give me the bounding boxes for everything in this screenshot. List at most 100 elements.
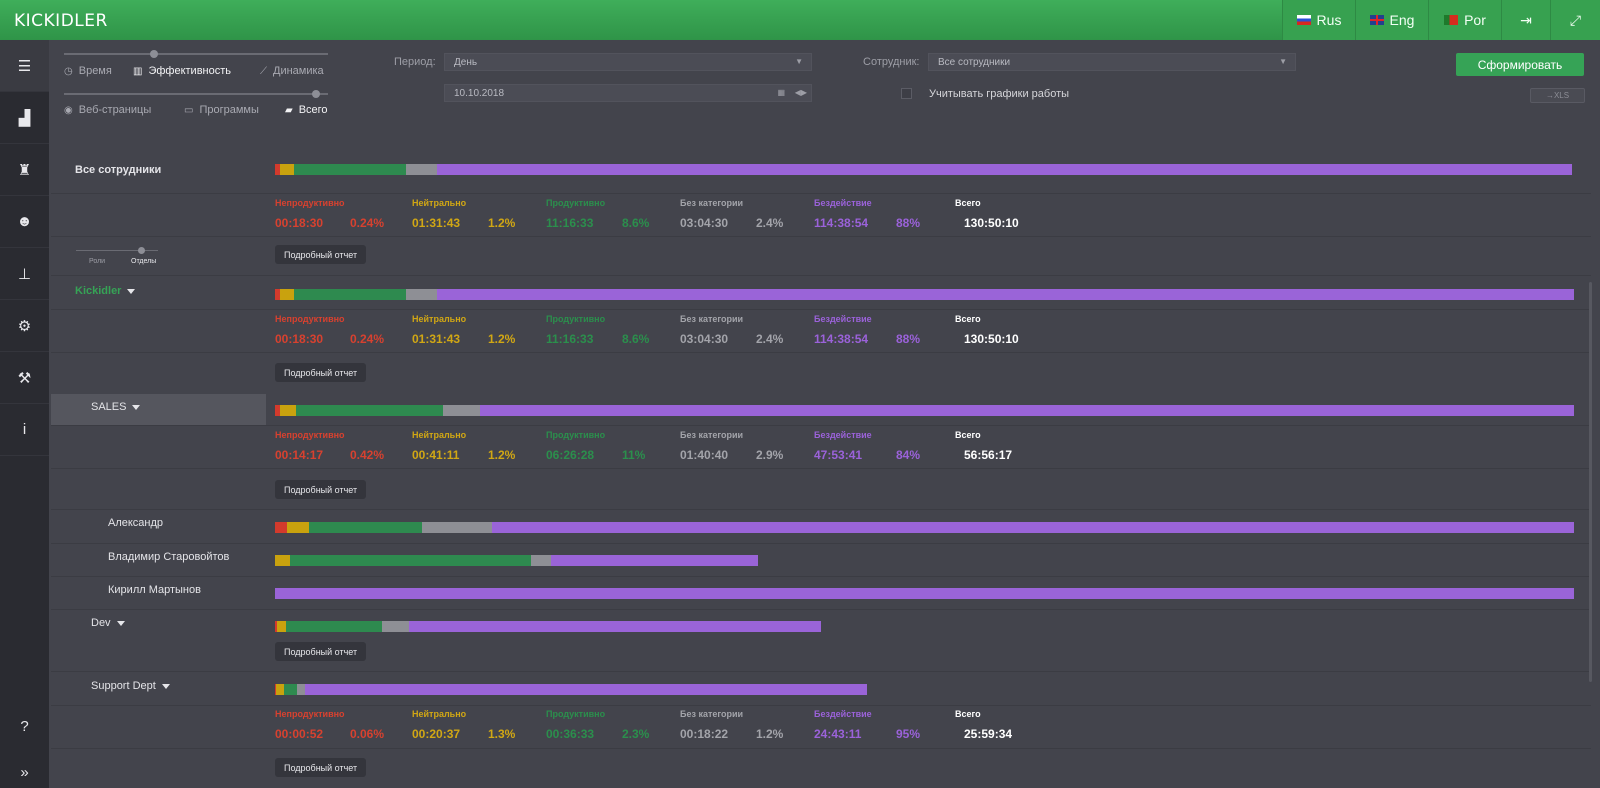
mode-webpages[interactable]: ◉ Веб-страницы <box>64 104 151 116</box>
unproductive-header: Непродуктивно <box>275 430 345 440</box>
idle-segment <box>480 405 1574 416</box>
idle-segment <box>304 684 868 695</box>
lang-por-label: Por <box>1464 12 1486 28</box>
mode-efficiency-label: Эффективность <box>148 65 232 77</box>
idle-header: Бездействие <box>814 198 872 208</box>
wrench-icon[interactable]: ⚒ <box>0 352 49 404</box>
employee-name[interactable]: Кирилл Мартынов <box>108 584 201 596</box>
slider-knob[interactable] <box>150 50 158 58</box>
unproductive-percent: 0.24% <box>350 332 385 346</box>
neutral-header: Нейтрально <box>412 430 467 440</box>
mode-programs[interactable]: ▭ Программы <box>184 104 259 116</box>
group-support-label: Support Dept <box>91 680 156 692</box>
logout-button[interactable]: ⇥ <box>1501 0 1550 40</box>
group-kickidler-toggle[interactable]: Kickidler <box>75 285 136 297</box>
divider <box>51 509 1591 510</box>
neutral-segment <box>276 684 285 695</box>
detail-report-button[interactable]: Подробный отчет <box>275 758 367 777</box>
lang-eng-button[interactable]: Eng <box>1355 0 1428 40</box>
date-input[interactable]: 10.10.2018 ▦ ◀▶ <box>444 84 812 102</box>
detail-report-button[interactable]: Подробный отчет <box>275 642 367 661</box>
employee-name[interactable]: Александр <box>108 517 164 529</box>
uncategorized-time: 03:04:30 <box>680 216 729 230</box>
globe-icon: ◉ <box>64 104 73 116</box>
productive-percent: 11% <box>622 448 646 462</box>
detail-report-button[interactable]: Подробный отчет <box>275 245 367 264</box>
group-sales-label: SALES <box>91 401 127 413</box>
unproductive-segment <box>275 621 277 632</box>
calendar-icon[interactable]: ▦ <box>777 88 785 97</box>
slider-knob[interactable] <box>312 90 320 98</box>
date-nav-arrows-icon[interactable]: ◀▶ <box>794 88 807 97</box>
productive-percent: 8.6% <box>622 332 650 346</box>
lang-rus-button[interactable]: Rus <box>1282 0 1355 40</box>
group-dev-toggle[interactable]: Dev <box>91 617 125 629</box>
employee-value: Все сотрудники <box>938 57 1011 68</box>
mode-webpages-label: Веб-страницы <box>78 104 152 116</box>
group-dev-bar <box>275 621 821 632</box>
productive-header: Продуктивно <box>546 430 606 440</box>
mode-slider-top[interactable] <box>64 50 328 58</box>
uncategorized-segment <box>421 522 492 533</box>
neutral-segment <box>280 405 296 416</box>
productive-segment <box>294 164 406 175</box>
help-icon[interactable]: ? <box>20 717 29 735</box>
uncategorized-percent: 2.4% <box>756 332 784 346</box>
unproductive-segment <box>275 164 281 175</box>
detail-report-button[interactable]: Подробный отчет <box>275 480 367 499</box>
idle-header: Бездействие <box>814 314 872 324</box>
fullscreen-button[interactable]: ⤢ <box>1550 0 1600 40</box>
gears-icon[interactable]: ⚙ <box>0 300 49 352</box>
users-icon[interactable]: ☻ <box>0 196 49 248</box>
mode-time[interactable]: ◷ Время <box>64 65 112 77</box>
neutral-time: 00:41:11 <box>412 448 460 462</box>
roles-depts-slider[interactable] <box>76 247 158 254</box>
group-support-toggle[interactable]: Support Dept <box>91 680 170 692</box>
caret-down-icon <box>127 288 136 294</box>
lang-por-button[interactable]: Por <box>1428 0 1501 40</box>
mode-slider-bottom[interactable] <box>64 90 328 98</box>
user-secret-icon[interactable]: ♜ <box>0 144 49 196</box>
sitemap-icon[interactable]: ⊥ <box>0 248 49 300</box>
detail-report-button[interactable]: Подробный отчет <box>275 363 367 382</box>
info-icon[interactable]: i <box>0 404 49 456</box>
divider <box>51 748 1591 749</box>
employee-select[interactable]: Все сотрудники ▼ <box>928 53 1296 71</box>
neutral-percent: 1.2% <box>488 448 516 462</box>
export-xls-button[interactable]: →XLS <box>1530 88 1585 103</box>
mode-time-label: Время <box>78 65 112 77</box>
schedule-checkbox[interactable] <box>901 88 912 99</box>
productive-header: Продуктивно <box>546 709 606 719</box>
mode-efficiency[interactable]: ▥ Эффективность <box>133 65 231 77</box>
chart-icon[interactable]: ▟ <box>0 92 49 144</box>
scrollbar[interactable] <box>1589 282 1592 682</box>
divider <box>51 193 1591 194</box>
group-all-label: Все сотрудники <box>75 164 162 176</box>
idle-percent: 88% <box>896 216 921 230</box>
unproductive-time: 00:18:30 <box>275 332 324 346</box>
group-sales-toggle[interactable]: SALES <box>91 401 141 413</box>
productive-header: Продуктивно <box>546 198 606 208</box>
group-kickidler-bar <box>275 289 1574 300</box>
logo: KICKIDLER <box>14 11 108 31</box>
productive-segment <box>308 522 422 533</box>
date-value: 10.10.2018 <box>454 88 505 99</box>
flag-ru-icon <box>1296 15 1311 25</box>
clock-icon: ◷ <box>64 65 73 77</box>
productive-time: 11:16:33 <box>546 216 594 230</box>
form-report-button[interactable]: Сформировать <box>1456 53 1584 76</box>
caret-down-icon <box>161 683 170 689</box>
list-icon[interactable]: ☰ <box>0 40 49 92</box>
period-select[interactable]: День ▼ <box>444 53 812 71</box>
logout-icon: ⇥ <box>1520 11 1532 28</box>
uncategorized-percent: 1.2% <box>756 727 784 741</box>
employee-name[interactable]: Владимир Старовойтов <box>108 551 230 563</box>
neutral-segment <box>286 522 309 533</box>
mode-total[interactable]: ▰ Всего <box>285 104 328 116</box>
window-icon: ▭ <box>184 104 194 116</box>
mode-dynamics[interactable]: ⟋ Динамика <box>260 65 324 77</box>
divider <box>51 309 1591 310</box>
inbox-icon: ▰ <box>285 104 293 116</box>
slider-knob[interactable] <box>138 247 145 254</box>
expand-icon[interactable]: » <box>20 763 29 781</box>
